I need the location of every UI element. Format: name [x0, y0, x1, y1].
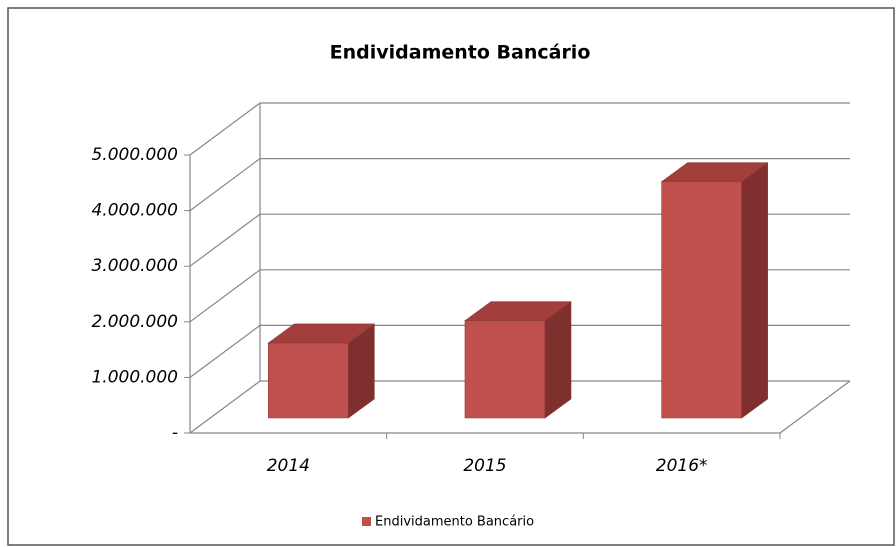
legend-label: Endividamento Bancário — [375, 515, 534, 530]
bar-front — [464, 320, 546, 419]
legend-swatch — [362, 517, 371, 526]
bar-top — [464, 301, 572, 321]
bar — [267, 323, 376, 419]
bar-top — [267, 323, 376, 344]
y-tick-label: 1.000.000 — [91, 367, 178, 387]
y-tick-label: 2.000.000 — [91, 312, 178, 332]
bar — [660, 162, 769, 419]
bar-front — [661, 181, 742, 419]
y-tick-label: 4.000.000 — [91, 201, 178, 221]
y-tick-label: 5.000.000 — [91, 145, 178, 165]
bar-front — [268, 342, 349, 419]
axis — [189, 103, 851, 434]
bar-top — [660, 162, 769, 182]
bar-side — [741, 162, 768, 419]
y-tick-label: - — [172, 423, 178, 443]
bar — [464, 301, 572, 419]
y-tick-label: 3.000.000 — [91, 256, 178, 276]
x-tick-label: 2014 — [267, 456, 310, 476]
bar-side — [544, 301, 572, 419]
x-tick-label: 2015 — [463, 456, 506, 476]
x-tick-label: 2016* — [656, 456, 708, 476]
chart-title: Endividamento Bancário — [330, 42, 591, 64]
